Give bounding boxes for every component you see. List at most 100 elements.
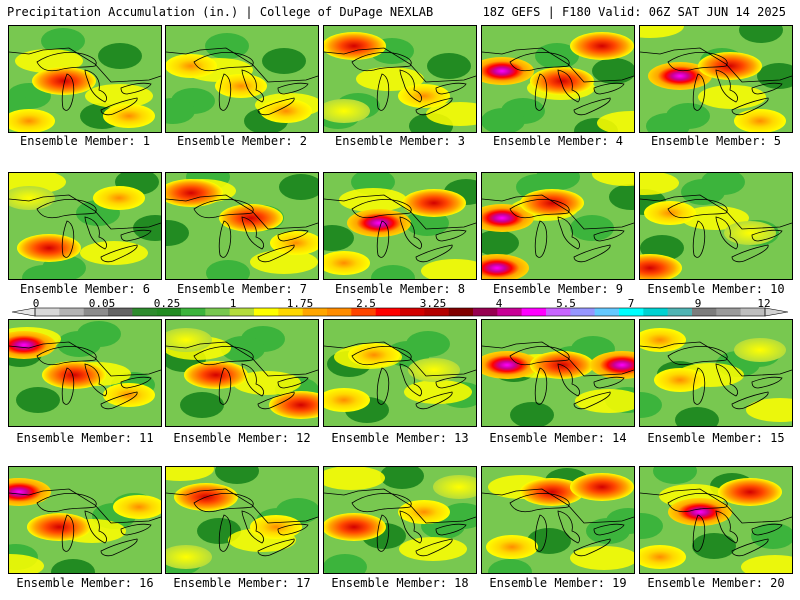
color-scale-swatch — [351, 308, 376, 316]
precip-field-map — [166, 26, 318, 132]
precip-field-map — [324, 467, 476, 573]
color-scale-swatch — [570, 308, 595, 316]
ensemble-map-panel — [481, 466, 635, 574]
color-scale-swatch — [229, 308, 255, 316]
ensemble-member-label: Ensemble Member: 12 — [173, 431, 311, 445]
ensemble-map-panel — [639, 25, 793, 133]
ensemble-map-panel — [8, 25, 162, 133]
ensemble-member-label: Ensemble Member: 19 — [489, 576, 627, 590]
precip-field-map — [9, 320, 161, 426]
color-scale-swatch — [205, 308, 230, 316]
color-scale-swatch — [643, 308, 668, 316]
ensemble-map-panel — [481, 25, 635, 133]
color-scale-swatch — [692, 308, 717, 316]
precip-field-map — [9, 26, 161, 132]
color-scale-swatch — [375, 308, 401, 316]
color-scale-swatch — [546, 308, 571, 316]
precip-field-map — [324, 26, 476, 132]
map-title: Precipitation Accumulation (in.) | Colle… — [7, 5, 434, 19]
color-scale-tick-label: 0.05 — [88, 297, 116, 310]
ensemble-member-label: Ensemble Member: 8 — [334, 282, 466, 296]
ensemble-map-panel — [165, 319, 319, 427]
color-scale-swatch — [448, 308, 474, 316]
color-scale-tick-label: 3.25 — [419, 297, 447, 310]
precip-field-map — [482, 320, 634, 426]
ensemble-member-label: Ensemble Member: 3 — [334, 134, 466, 148]
color-scale-swatch — [156, 308, 182, 316]
color-scale-swatch — [716, 308, 741, 316]
ensemble-member-label: Ensemble Member: 20 — [647, 576, 785, 590]
color-scale-tick-label: 2.5 — [356, 297, 376, 310]
ensemble-map-panel — [481, 172, 635, 280]
color-scale-swatch — [83, 308, 109, 316]
color-scale-swatch — [424, 308, 449, 316]
color-scale-swatch — [473, 308, 498, 316]
ensemble-member-label: Ensemble Member: 14 — [489, 431, 627, 445]
color-scale-swatch — [302, 308, 328, 316]
precip-field-map — [482, 173, 634, 279]
ensemble-map-panel — [8, 466, 162, 574]
color-scale-swatch — [181, 308, 206, 316]
color-scale-swatch — [108, 308, 133, 316]
ensemble-member-label: Ensemble Member: 15 — [647, 431, 785, 445]
ensemble-member-label: Ensemble Member: 1 — [19, 134, 151, 148]
scale-min-arrow — [11, 307, 36, 317]
ensemble-member-label: Ensemble Member: 17 — [173, 576, 311, 590]
precip-field-map — [482, 26, 634, 132]
color-scale-tick-label: 12 — [757, 297, 771, 310]
color-scale-tick-label: 7 — [627, 297, 635, 310]
precip-field-map — [640, 173, 792, 279]
precip-field-map — [166, 173, 318, 279]
ensemble-map-panel — [639, 466, 793, 574]
ensemble-member-label: Ensemble Member: 18 — [331, 576, 469, 590]
precip-field-map — [482, 467, 634, 573]
precip-field-map — [640, 26, 792, 132]
color-scale-swatch — [327, 308, 352, 316]
run-valid-time: 18Z GEFS | F180 Valid: 06Z SAT JUN 14 20… — [482, 5, 786, 19]
color-scale-tick-label: 1.75 — [286, 297, 314, 310]
color-scale-tick-label: 0.25 — [153, 297, 181, 310]
color-scale-tick-label: 1 — [229, 297, 237, 310]
ensemble-map-panel — [165, 25, 319, 133]
ensemble-map-panel — [323, 172, 477, 280]
ensemble-member-label: Ensemble Member: 13 — [331, 431, 469, 445]
ensemble-member-label: Ensemble Member: 2 — [176, 134, 308, 148]
color-scale-swatch — [59, 308, 84, 316]
ensemble-map-panel — [323, 466, 477, 574]
color-scale-swatch — [667, 308, 693, 316]
color-scale-tick-label: 9 — [694, 297, 702, 310]
color-scale-swatch — [400, 308, 425, 316]
ensemble-member-label: Ensemble Member: 4 — [492, 134, 624, 148]
precip-field-map — [640, 320, 792, 426]
ensemble-member-label: Ensemble Member: 11 — [16, 431, 154, 445]
color-scale-swatch — [619, 308, 644, 316]
color-scale-swatch — [254, 308, 279, 316]
color-scale-tick-label: 4 — [495, 297, 503, 310]
color-scale-swatch — [521, 308, 547, 316]
ensemble-map-panel — [639, 172, 793, 280]
precip-field-map — [324, 320, 476, 426]
ensemble-map-panel — [323, 25, 477, 133]
precip-field-map — [9, 467, 161, 573]
precip-field-map — [166, 467, 318, 573]
precip-field-map — [166, 320, 318, 426]
ensemble-member-label: Ensemble Member: 10 — [647, 282, 785, 296]
precip-field-map — [324, 173, 476, 279]
precip-field-map — [9, 173, 161, 279]
precip-field-map — [640, 467, 792, 573]
color-scale-swatch — [278, 308, 303, 316]
color-scale-swatch — [35, 308, 60, 316]
ensemble-map-panel — [8, 319, 162, 427]
color-scale-swatch — [497, 308, 522, 316]
color-scale-tick-label: 5.5 — [556, 297, 576, 310]
ensemble-map-panel — [481, 319, 635, 427]
color-scale-legend — [11, 307, 789, 317]
ensemble-map-panel — [8, 172, 162, 280]
ensemble-map-panel — [165, 466, 319, 574]
ensemble-member-label: Ensemble Member: 5 — [650, 134, 782, 148]
ensemble-map-panel — [323, 319, 477, 427]
ensemble-member-label: Ensemble Member: 16 — [16, 576, 154, 590]
ensemble-map-panel — [639, 319, 793, 427]
ensemble-member-label: Ensemble Member: 6 — [19, 282, 151, 296]
color-scale-tick-label: 0 — [32, 297, 40, 310]
